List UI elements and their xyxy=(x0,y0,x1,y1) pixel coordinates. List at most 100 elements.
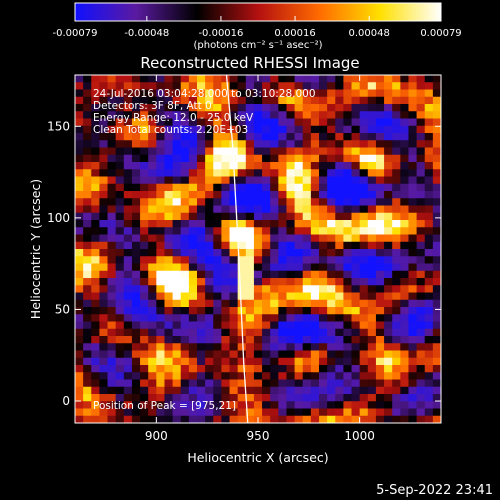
heatmap-cell xyxy=(359,176,369,185)
heatmap-cell xyxy=(172,125,182,134)
heatmap-cell xyxy=(392,270,401,279)
heatmap-cell xyxy=(221,96,231,105)
heatmap-cell xyxy=(164,292,174,301)
heatmap-cell xyxy=(91,89,100,98)
heatmap-cell xyxy=(286,415,296,423)
heatmap-cell xyxy=(278,256,288,265)
heatmap-cell xyxy=(180,307,190,315)
heatmap-cell xyxy=(294,205,304,214)
heatmap-cell xyxy=(335,379,344,388)
heatmap-cell xyxy=(156,162,166,170)
heatmap-cell xyxy=(286,96,296,105)
heatmap-cell xyxy=(351,415,361,423)
heatmap-cell xyxy=(188,328,198,337)
heatmap-cell xyxy=(262,328,271,337)
heatmap-cell xyxy=(131,154,141,163)
heatmap-cell xyxy=(416,401,426,410)
heatmap-cell xyxy=(262,379,271,388)
colorbar-tick-label: -0.00048 xyxy=(124,28,169,39)
heatmap-cell xyxy=(367,256,377,265)
heatmap-cell xyxy=(416,285,426,294)
heatmap-cell xyxy=(140,147,149,156)
chart-title: Reconstructed RHESSI Image xyxy=(140,54,359,72)
heatmap-cell xyxy=(392,386,401,395)
heatmap-cell xyxy=(205,401,214,410)
heatmap-cell xyxy=(164,321,174,330)
heatmap-cell xyxy=(286,220,296,228)
heatmap-cell xyxy=(75,321,84,330)
heatmap-cell xyxy=(335,336,344,344)
heatmap-cell xyxy=(197,357,206,366)
heatmap-cell xyxy=(213,169,222,178)
heatmap-cell xyxy=(253,292,263,301)
heatmap-cell xyxy=(140,82,149,91)
heatmap-cell xyxy=(327,133,336,141)
heatmap-cell xyxy=(375,220,385,228)
heatmap-cell xyxy=(205,350,214,359)
heatmap-cell xyxy=(253,111,263,120)
heatmap-cell xyxy=(335,386,344,395)
heatmap-cell xyxy=(91,169,100,178)
heatmap-cell xyxy=(400,401,410,410)
heatmap-cell xyxy=(205,285,214,294)
heatmap-cell xyxy=(237,111,247,120)
heatmap-cell xyxy=(286,241,296,250)
heatmap-cell xyxy=(148,111,157,120)
heatmap-cell xyxy=(310,198,320,207)
heatmap-cell xyxy=(408,379,418,388)
heatmap-cell xyxy=(359,140,369,149)
heatmap-cell xyxy=(294,285,304,294)
heatmap-cell xyxy=(91,82,100,91)
heatmap-cell xyxy=(278,365,288,373)
heatmap-cell xyxy=(213,256,222,265)
heatmap-cell xyxy=(237,365,247,373)
heatmap-cell xyxy=(229,198,239,207)
heatmap-cell xyxy=(75,75,84,83)
heatmap-cell xyxy=(359,408,369,417)
heatmap-cell xyxy=(400,191,410,199)
heatmap-cell xyxy=(416,321,426,330)
heatmap-cell xyxy=(131,314,141,323)
heatmap-cell xyxy=(270,191,279,199)
heatmap-cell xyxy=(302,198,312,207)
heatmap-cell xyxy=(99,263,109,272)
heatmap-cell xyxy=(432,292,441,301)
heatmap-cell xyxy=(107,285,117,294)
heatmap-cell xyxy=(302,285,312,294)
heatmap-cell xyxy=(319,234,328,243)
heatmap-cell xyxy=(115,285,125,294)
heatmap-cell xyxy=(294,147,304,156)
heatmap-cell xyxy=(213,278,222,286)
heatmap-cell xyxy=(302,133,312,141)
heatmap-cell xyxy=(294,321,304,330)
heatmap-cell xyxy=(262,365,271,373)
heatmap-cell xyxy=(229,227,239,236)
heatmap-cell xyxy=(83,372,92,381)
heatmap-cell xyxy=(351,220,361,228)
heatmap-cell xyxy=(156,191,166,199)
heatmap-cell xyxy=(205,415,214,423)
heatmap-cell xyxy=(197,350,206,359)
heatmap-cell xyxy=(205,386,214,395)
heatmap-cell xyxy=(310,104,320,112)
heatmap-cell xyxy=(229,205,239,214)
heatmap-cell xyxy=(245,133,255,141)
heatmap-cell xyxy=(205,104,214,112)
heatmap-cell xyxy=(83,140,92,149)
heatmap-cell xyxy=(172,212,182,221)
heatmap-cell xyxy=(156,299,166,308)
heatmap-cell xyxy=(253,241,263,250)
heatmap-cell xyxy=(310,183,320,192)
heatmap-cell xyxy=(424,292,434,301)
heatmap-cell xyxy=(343,154,353,163)
heatmap-cell xyxy=(278,328,288,337)
heatmap-cell xyxy=(416,162,426,170)
heatmap-cell xyxy=(384,234,393,243)
heatmap-cell xyxy=(335,343,344,352)
heatmap-cell xyxy=(335,198,344,207)
heatmap-cell xyxy=(367,125,377,134)
heatmap-cell xyxy=(115,147,125,156)
heatmap-cell xyxy=(205,176,214,185)
heatmap-cell xyxy=(83,285,92,294)
heatmap-cell xyxy=(262,96,271,105)
